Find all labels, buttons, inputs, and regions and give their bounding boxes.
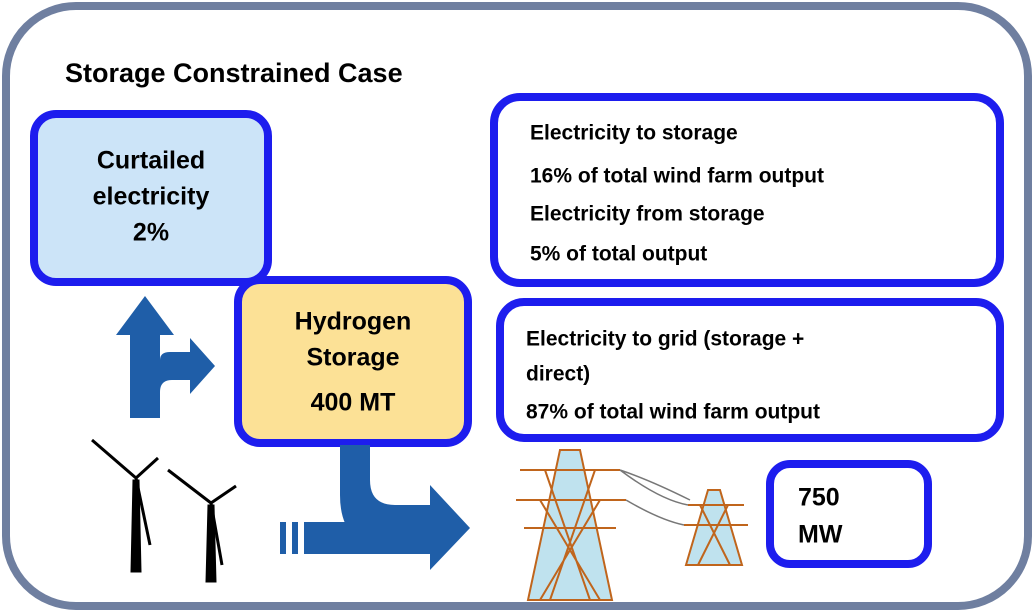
grid-text: direct) <box>526 363 590 386</box>
capacity-box <box>766 460 932 568</box>
storage-flows-text: Electricity from storage <box>530 203 765 226</box>
storage-flows-text: Electricity to storage <box>530 122 738 145</box>
wind-arrow <box>280 522 430 554</box>
storage-box <box>234 276 472 447</box>
wind-turbines <box>91 438 237 583</box>
grid-text: 87% of total wind farm output <box>526 401 820 424</box>
storage-flows-text: 5% of total output <box>530 243 707 266</box>
capacity-text: 750 <box>798 484 840 512</box>
blades <box>167 468 237 566</box>
capacity-text: MW <box>798 521 843 549</box>
curtailed-box <box>30 110 272 286</box>
title: Storage Constrained Case <box>65 58 403 88</box>
shaft <box>304 522 430 554</box>
storage-text: Storage <box>306 344 399 372</box>
storage-flows-text: 16% of total wind farm output <box>530 165 824 188</box>
grid-text: Electricity to grid (storage + <box>526 328 804 351</box>
split-arrow <box>116 296 215 418</box>
curtailed-text: electricity <box>93 183 210 211</box>
curtailed-text: Curtailed <box>97 147 205 175</box>
blades <box>91 438 160 546</box>
wires <box>619 469 691 526</box>
storage-flows-box <box>490 93 1004 287</box>
pylon <box>684 489 744 566</box>
storage-text: Hydrogen <box>295 308 412 336</box>
dash <box>280 522 286 554</box>
lattice <box>684 504 748 566</box>
storage-text: 400 MT <box>311 389 396 417</box>
pylons <box>516 449 748 601</box>
lattice <box>516 469 626 601</box>
dash <box>292 522 298 554</box>
pylon <box>526 449 614 601</box>
curtailed-text: 2% <box>133 219 169 247</box>
grid-box <box>496 298 1004 442</box>
